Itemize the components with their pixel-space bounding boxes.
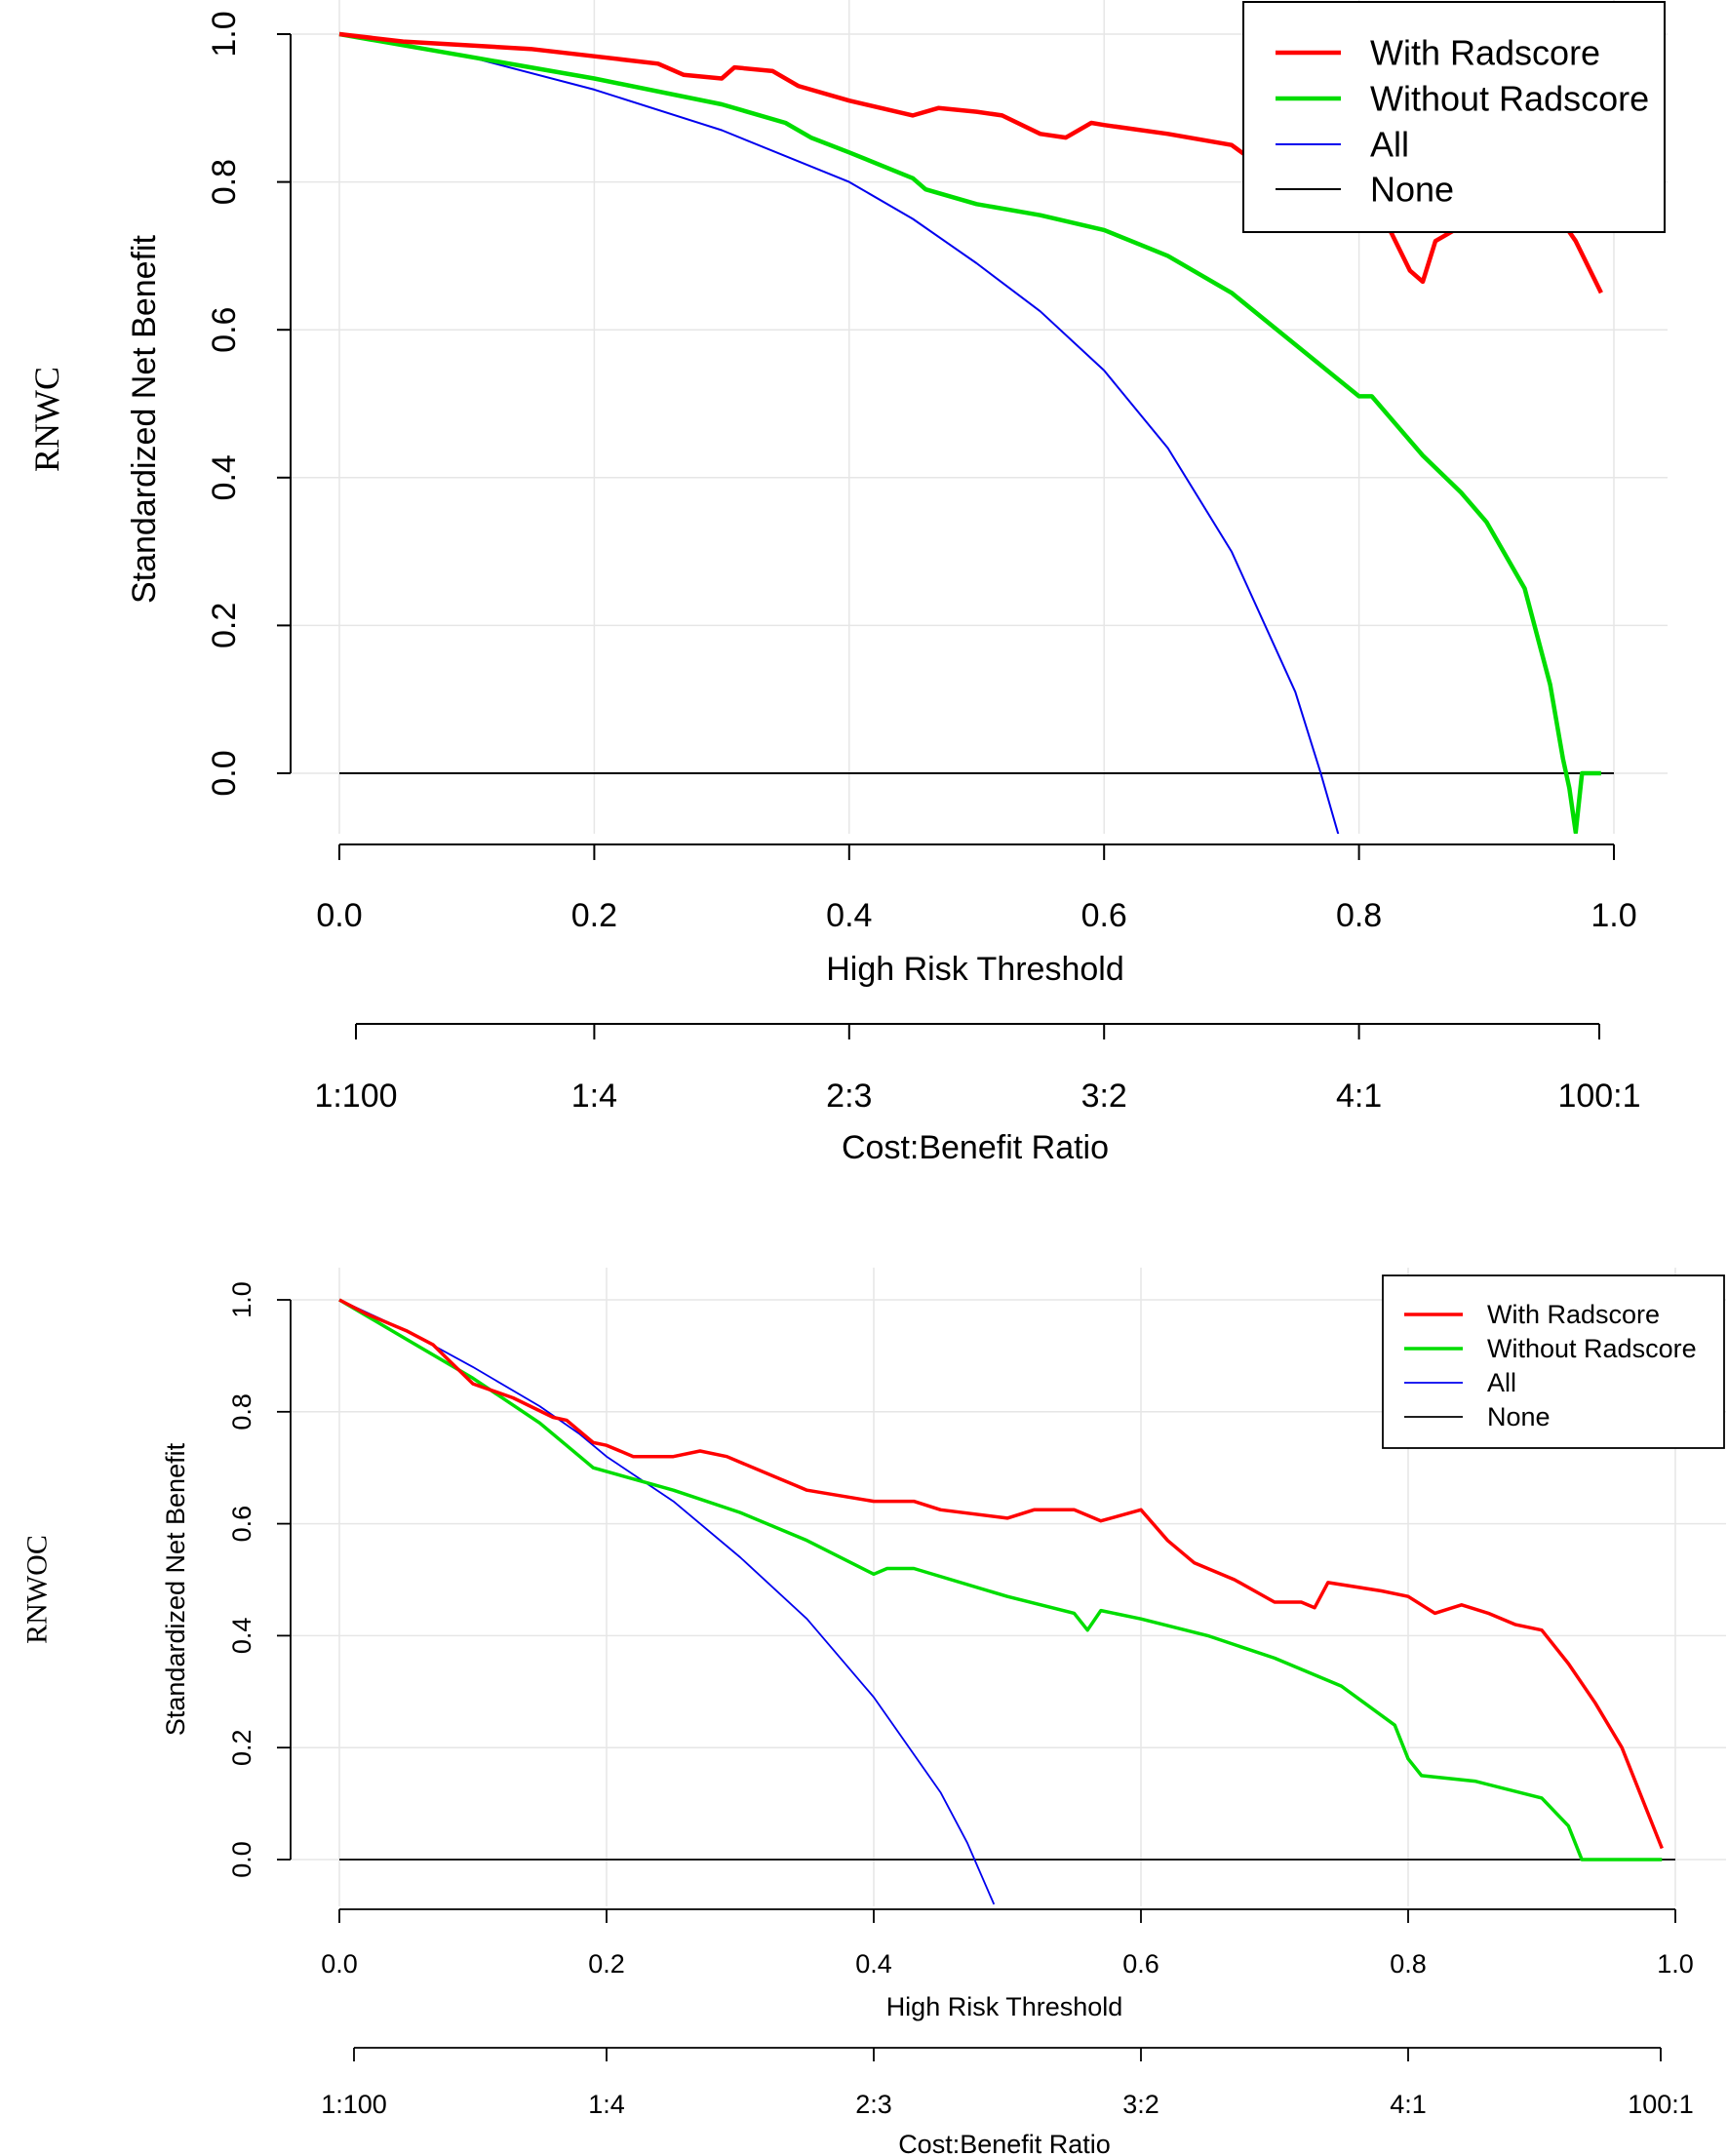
x-tick-label: 0.2 [588,1949,625,1979]
y-tick-label: 0.4 [206,454,243,500]
series-line-without-radscore [338,31,1601,834]
series-line-without-radscore [338,1298,1663,1862]
legend-label: Without Radscore [1487,1334,1697,1363]
y-tick-label: 0.2 [206,603,243,648]
y-tick-label: 0.8 [206,159,243,205]
x-tick-label: 0.2 [571,897,617,934]
y-tick-label: 0.8 [227,1393,256,1431]
y-tick-label: 0.0 [227,1841,256,1878]
legend-label: With Radscore [1370,33,1600,73]
x-tick-label: 1.0 [1591,897,1636,934]
series-line-with-radscore [338,1298,1664,1850]
cost-benefit-tick-label: 2:3 [826,1078,872,1115]
cost-benefit-tick-label: 1:4 [588,2090,625,2119]
series-line-all [338,1299,996,1905]
cost-benefit-tick-label: 4:1 [1390,2090,1427,2119]
cost-benefit-tick-label: 100:1 [1557,1078,1640,1115]
legend-label: None [1487,1402,1551,1431]
cost-benefit-tick-label: 2:3 [855,2090,892,2119]
y-tick-label: 0.0 [206,750,243,796]
x-tick-label: 0.6 [1122,1949,1159,1979]
x-tick-label: 0.0 [316,897,362,934]
x-tick-label: 0.6 [1081,897,1127,934]
y-tick-label: 1.0 [206,11,243,57]
panel-label: RNWC [27,367,66,472]
x-tick-label: 0.8 [1390,1949,1427,1979]
y-tick-label: 0.6 [206,307,243,353]
cost-benefit-tick-label: 3:2 [1081,1078,1127,1115]
series-line-with-radscore [338,31,1603,294]
plot-area [338,31,1614,834]
x-axis-title: High Risk Threshold [826,951,1124,988]
y-tick-label: 1.0 [227,1281,256,1318]
x-tick-label: 0.0 [321,1949,358,1979]
y-tick-label: 0.2 [227,1729,256,1766]
chart-2: 0.0 0.2 0.4 0.6 0.8 1.0 Standardized Net Benef… [21,1268,1726,2156]
cost-benefit-tick-label: 4:1 [1336,1078,1382,1115]
plot-area [338,1298,1675,1905]
cost-benefit-tick-label: 1:4 [571,1078,617,1115]
cost-benefit-tick-label: 1:100 [321,2090,387,2119]
legend-box [1382,1274,1725,1449]
y-tick-label: 0.6 [227,1506,256,1543]
cost-benefit-tick-label: 1:100 [314,1078,397,1115]
cost-benefit-axis-title: Cost:Benefit Ratio [898,2130,1111,2156]
legend-box [1242,1,1666,233]
chart-1: 0.0 0.2 0.4 0.6 0.8 1.0 Standardized Net Benef… [27,0,1668,1166]
y-tick-label: 0.4 [227,1618,256,1655]
cost-benefit-tick-label: 3:2 [1122,2090,1159,2119]
x-tick-label: 0.8 [1336,897,1382,934]
cost-benefit-tick-label: 100:1 [1628,2090,1694,2119]
x-tick-label: 0.4 [826,897,872,934]
x-tick-label: 1.0 [1657,1949,1694,1979]
x-axis-title: High Risk Threshold [886,1992,1123,2021]
y-axis-title: Standardized Net Benefit [126,234,163,604]
y-axis-title: Standardized Net Benefit [161,1442,190,1736]
legend-label: With Radscore [1487,1300,1660,1329]
cost-benefit-axis-title: Cost:Benefit Ratio [842,1129,1109,1166]
panel-label: RNWOC [21,1535,54,1644]
series-line-all [338,33,1340,834]
legend-label: All [1370,125,1409,165]
x-tick-label: 0.4 [855,1949,892,1979]
legend-label: Without Radscore [1370,79,1649,119]
legend-label: None [1370,170,1454,210]
legend-label: All [1487,1368,1516,1397]
